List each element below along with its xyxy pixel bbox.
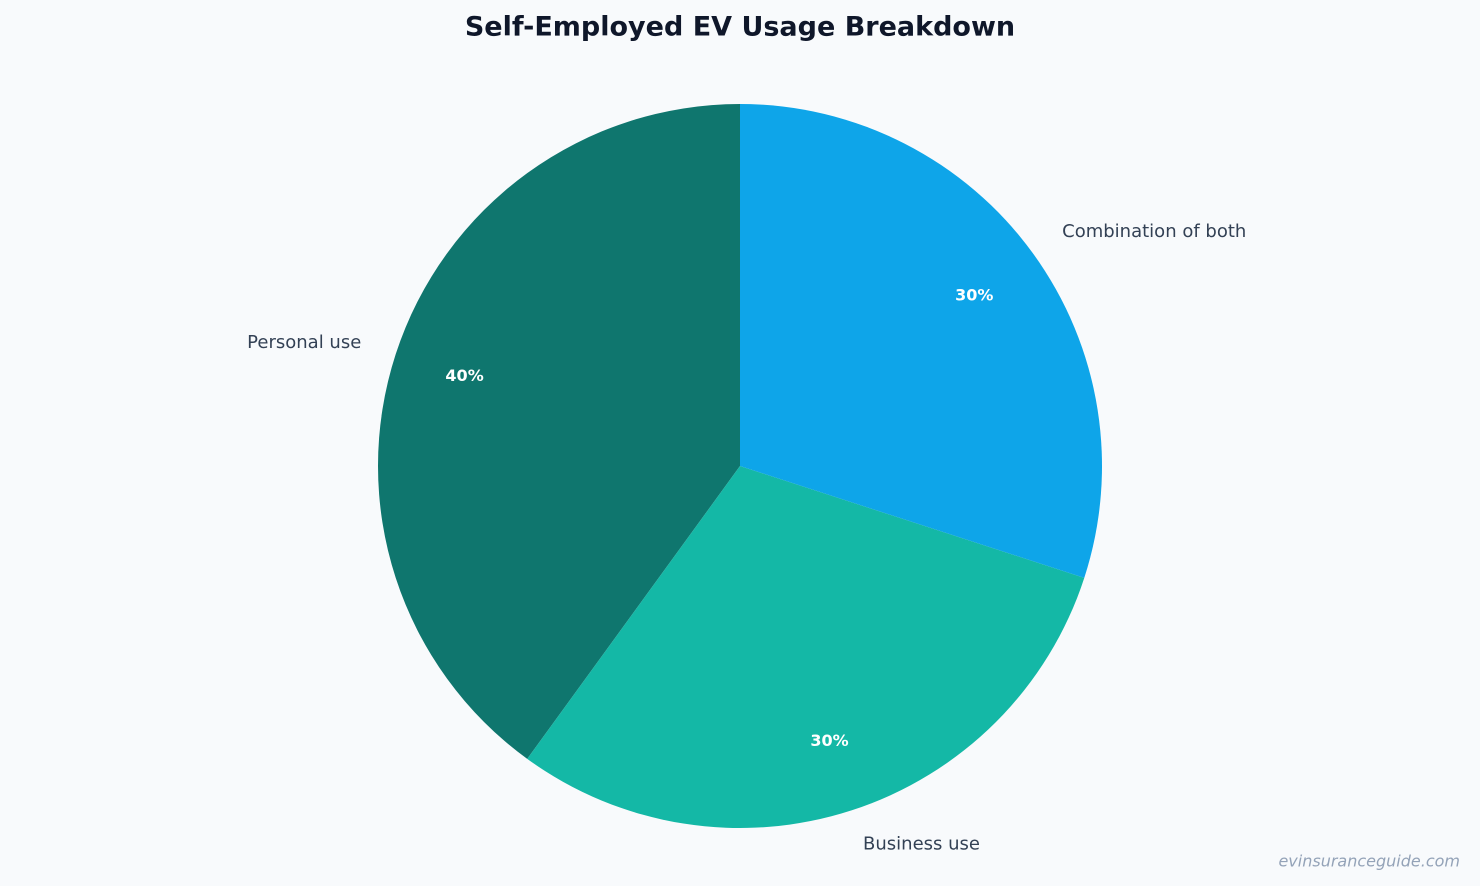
watermark: evinsuranceguide.com — [1278, 852, 1460, 871]
chart-title: Self-Employed EV Usage Breakdown — [465, 12, 1015, 43]
pie-slice — [740, 104, 1102, 578]
slice-label: Combination of both — [1062, 221, 1246, 242]
pie-slice — [378, 104, 740, 759]
slice-label: Personal use — [247, 332, 361, 353]
value-label: 30% — [810, 731, 848, 750]
value-label: 40% — [445, 366, 483, 385]
value-label: 30% — [955, 285, 993, 304]
pie-slice — [527, 466, 1085, 828]
slice-label: Business use — [863, 834, 980, 855]
